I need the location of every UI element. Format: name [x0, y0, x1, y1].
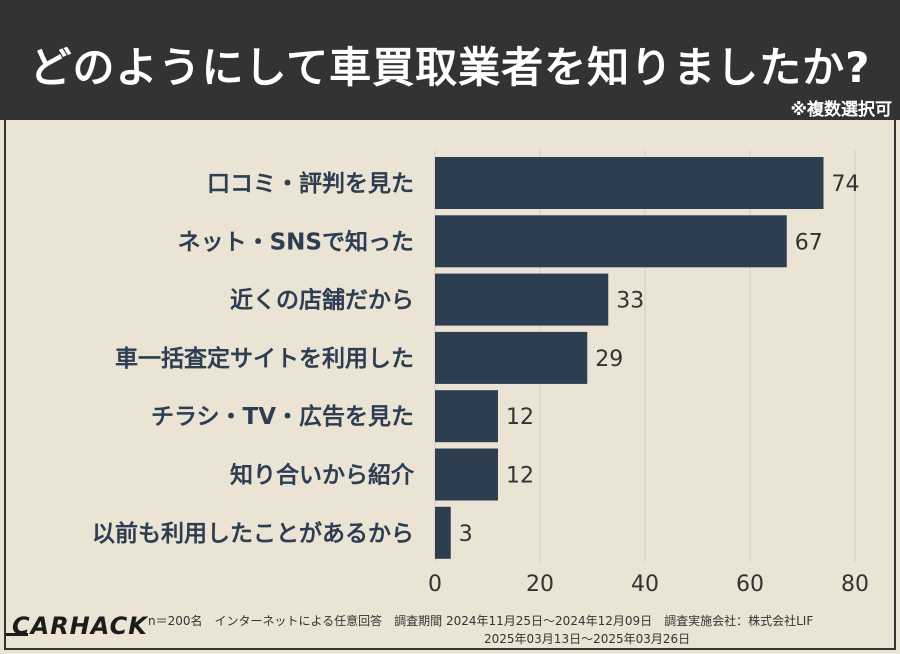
bar	[435, 215, 787, 268]
header-bar: どのようにして車買取業者を知りましたか? ※複数選択可	[0, 0, 900, 120]
category-label: 車一括査定サイトを利用した	[115, 345, 414, 372]
x-tick-label: 0	[428, 572, 442, 597]
category-label: 口コミ・評判を見た	[207, 170, 414, 197]
bar	[435, 273, 609, 326]
survey-footnote: n＝200名 インターネットによる任意回答 調査期間 2024年11月25日～2…	[148, 614, 814, 628]
value-label: 33	[616, 289, 644, 314]
x-tick-label: 20	[526, 572, 554, 597]
category-label: チラシ・TV・広告を見た	[151, 403, 414, 430]
value-label: 12	[506, 464, 534, 489]
category-label: ネット・SNSで知った	[178, 228, 414, 255]
bar	[435, 506, 451, 559]
bar	[435, 390, 498, 443]
value-label: 74	[832, 172, 860, 197]
x-tick-label: 60	[736, 572, 764, 597]
bar	[435, 448, 498, 501]
x-tick-label: 80	[841, 572, 869, 597]
value-label: 3	[459, 522, 473, 547]
bar	[435, 331, 588, 384]
chart-title: どのようにして車買取業者を知りましたか?	[29, 43, 871, 92]
x-tick-label: 40	[631, 572, 659, 597]
value-label: 12	[506, 405, 534, 430]
carhack-logo: CARHACK	[6, 612, 148, 640]
category-label: 以前も利用したことがあるから	[92, 520, 414, 547]
value-label: 67	[795, 230, 823, 255]
survey-footnote-period: 2025年03月13日～2025年03月26日	[484, 632, 691, 646]
chart-frame	[4, 120, 896, 650]
multiple-choice-note: ※複数選択可	[790, 100, 892, 120]
value-label: 29	[595, 347, 623, 372]
category-label: 近くの店舗だから	[230, 288, 414, 314]
bar	[435, 157, 824, 209]
category-label: 知り合いから紹介	[230, 462, 415, 489]
